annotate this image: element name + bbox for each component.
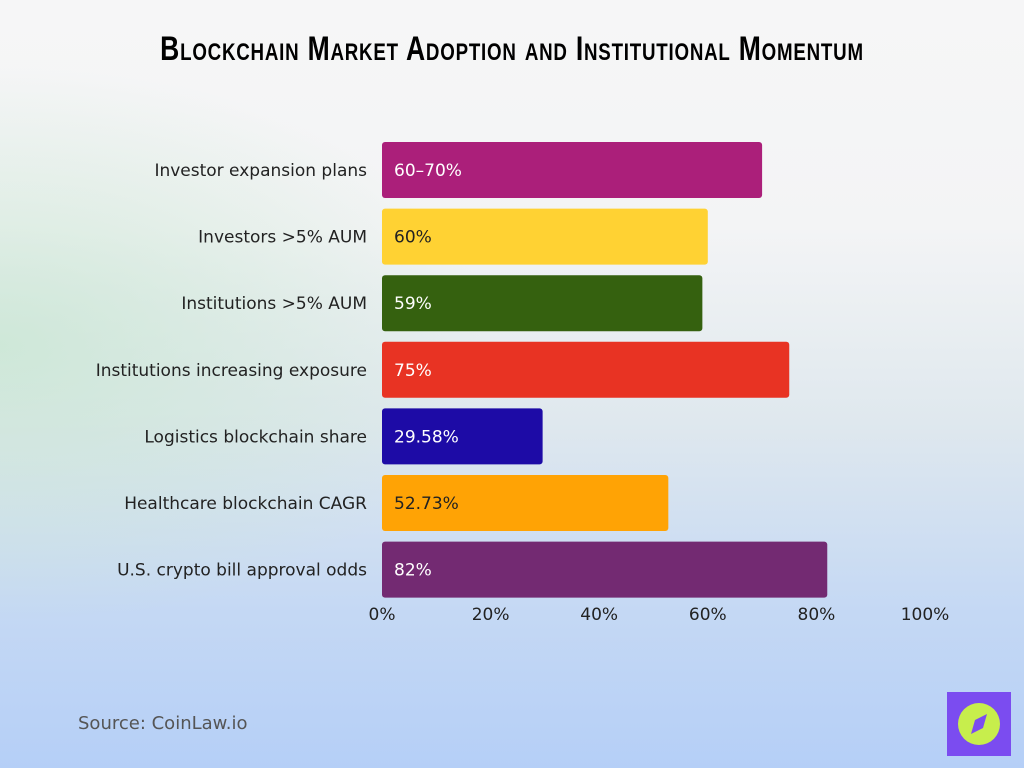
bar xyxy=(382,341,790,398)
category-label: Institutions >5% AUM xyxy=(181,294,367,314)
category-label: Institutions increasing exposure xyxy=(96,361,367,381)
data-label: 59% xyxy=(394,294,432,314)
bar xyxy=(382,142,763,198)
data-label: 29.58% xyxy=(394,427,459,447)
bar xyxy=(382,541,828,598)
x-tick-label: 40% xyxy=(580,605,618,625)
data-label: 60–70% xyxy=(394,161,462,181)
category-label: Investors >5% AUM xyxy=(198,228,367,248)
bar xyxy=(382,408,543,465)
compass-icon xyxy=(947,692,1011,756)
bar xyxy=(382,208,708,265)
chart-title: Blockchain Market Adoption and Instituti… xyxy=(160,30,864,68)
category-label: U.S. crypto bill approval odds xyxy=(117,561,367,581)
data-label: 82% xyxy=(394,561,432,581)
data-label: 60% xyxy=(394,228,432,248)
data-label: 75% xyxy=(394,361,432,381)
x-tick-label: 0% xyxy=(369,605,396,625)
x-tick-label: 20% xyxy=(472,605,510,625)
source-text: Source: CoinLaw.io xyxy=(78,713,248,734)
bar xyxy=(382,275,703,332)
category-label: Logistics blockchain share xyxy=(144,427,367,447)
category-label: Healthcare blockchain CAGR xyxy=(124,494,367,514)
x-tick-label: 100% xyxy=(901,605,950,625)
category-label: Investor expansion plans xyxy=(154,161,367,181)
x-tick-label: 60% xyxy=(689,605,727,625)
data-label: 52.73% xyxy=(394,494,459,514)
x-tick-label: 80% xyxy=(798,605,836,625)
bar xyxy=(382,475,669,531)
